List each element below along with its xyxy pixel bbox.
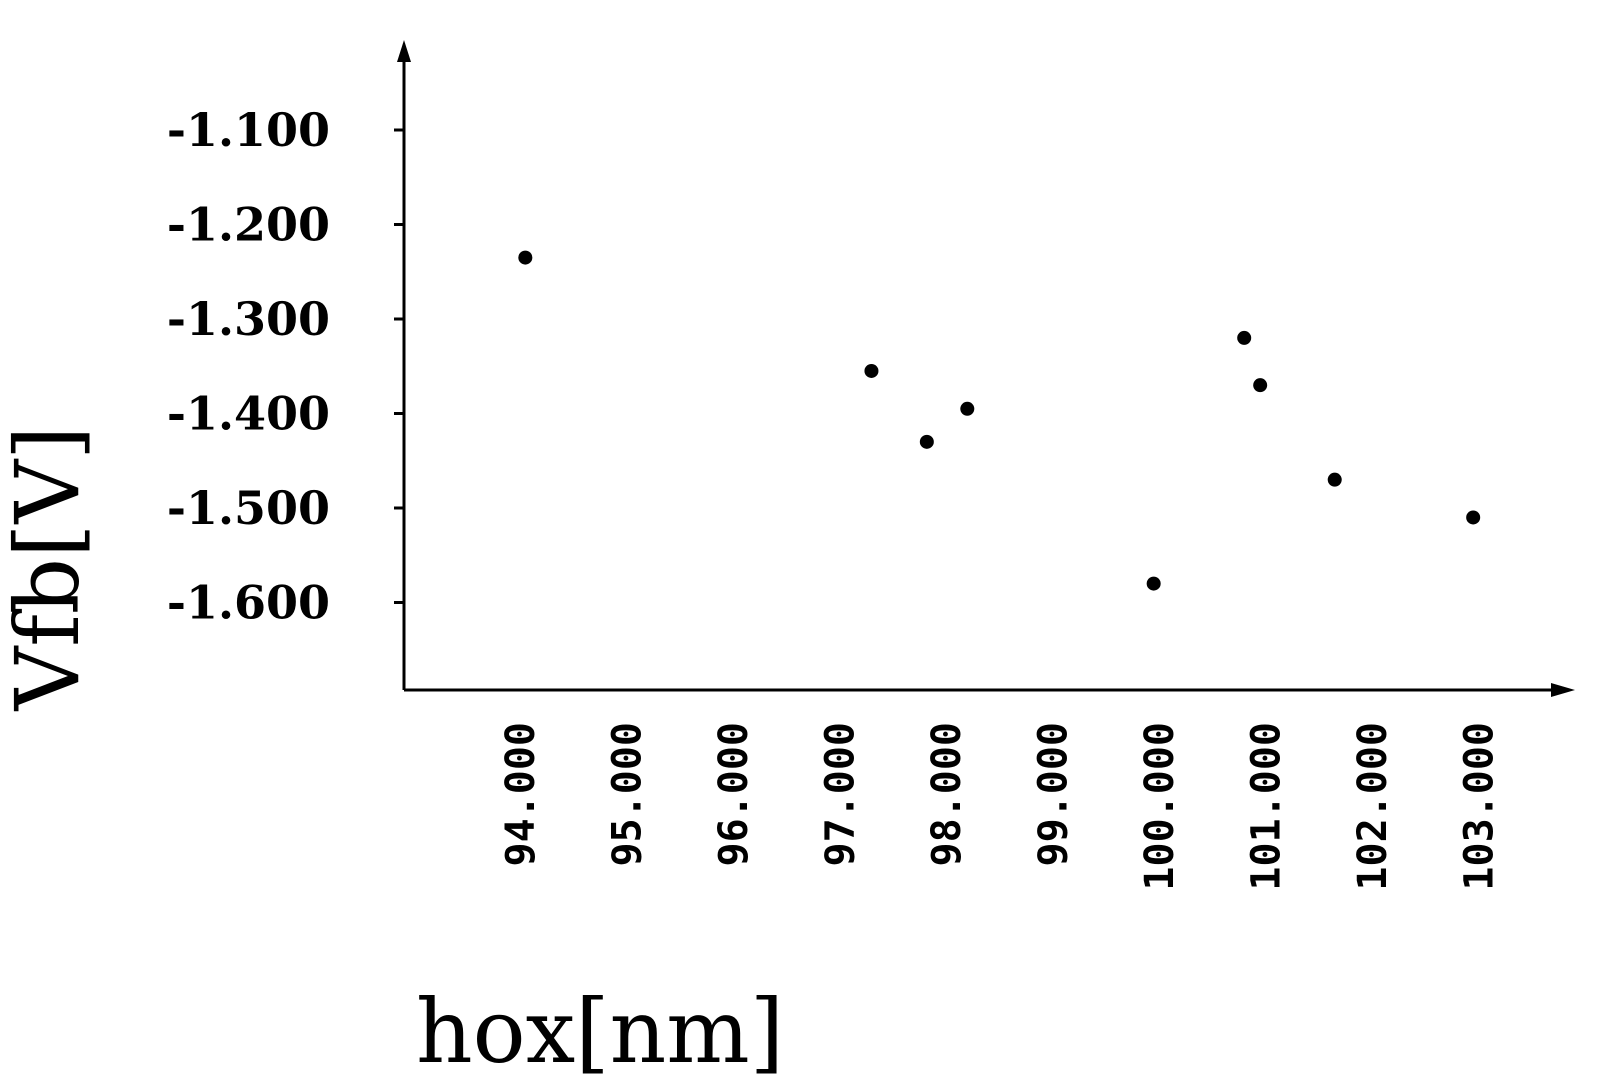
data-point: [1466, 510, 1481, 525]
x-axis-arrowhead: [1551, 683, 1575, 697]
x-tick-label: 94.000: [498, 722, 544, 867]
y-tick-label: -1.600: [167, 576, 330, 630]
axes: [397, 40, 1575, 697]
x-axis-title: hox[nm]: [416, 980, 784, 1083]
x-tick-label: 98.000: [924, 722, 970, 867]
x-tick-label: 100.000: [1137, 722, 1183, 891]
x-tick-label: 99.000: [1031, 722, 1077, 867]
x-axis-ticks: 94.000 95.000 96.000 97.000 98.000 99.000 100.…: [498, 722, 1503, 891]
y-axis-title: Vfb[V]: [0, 426, 99, 712]
data-point: [1327, 472, 1342, 487]
data-point: [1253, 378, 1268, 393]
y-tick-label: -1.400: [167, 387, 330, 441]
data-point: [864, 363, 879, 378]
y-tick-label: -1.200: [167, 198, 330, 252]
x-tick-label: 101.000: [1244, 722, 1290, 891]
x-tick-label: 96.000: [711, 722, 757, 867]
data-point: [1237, 330, 1252, 345]
data-point: [518, 250, 533, 265]
y-axis-ticks: -1.100 -1.200 -1.300 -1.400 -1.500 -1.600: [167, 103, 404, 630]
y-tick-label: -1.100: [167, 103, 330, 157]
y-axis-arrowhead: [397, 40, 411, 62]
data-point: [960, 401, 975, 416]
y-tick-label: -1.300: [167, 292, 330, 346]
x-tick-label: 102.000: [1350, 722, 1396, 891]
data-points: [518, 250, 1481, 591]
x-tick-label: 103.000: [1457, 722, 1503, 891]
y-tick-label: -1.500: [167, 481, 330, 535]
data-point: [919, 434, 934, 449]
data-point: [1146, 576, 1161, 591]
x-tick-label: 95.000: [605, 722, 651, 867]
x-tick-label: 97.000: [818, 722, 864, 867]
